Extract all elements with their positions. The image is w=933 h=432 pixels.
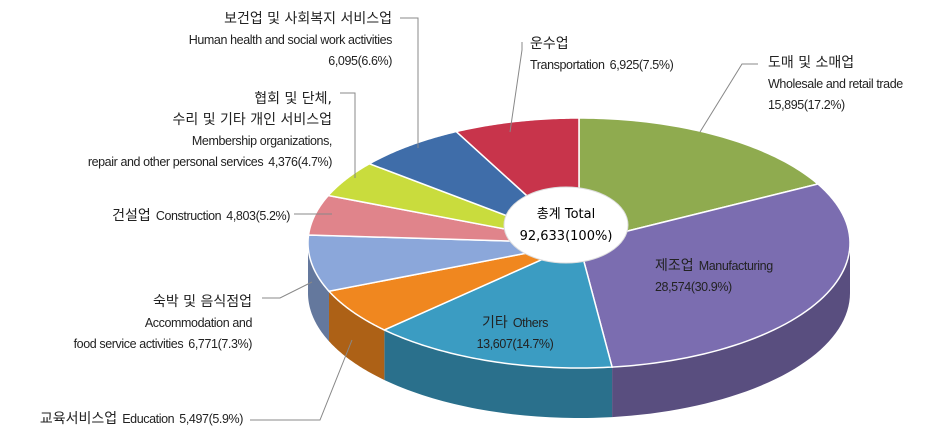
slice [578, 117, 820, 244]
leader-line [509, 42, 523, 133]
label-en: Education [122, 412, 175, 426]
total-value: 92,633(100%) [520, 229, 613, 244]
value-label: 6,095(6.6%) [328, 54, 392, 68]
label-en: Manufacturing [698, 259, 773, 273]
leader-line [699, 63, 758, 133]
slice-label: 도매 및 소매업 Wholesale and retail trade 15,895… [768, 52, 903, 115]
label-en: Wholesale and retail trade [768, 77, 903, 91]
value-label: 6,771(7.3%) [188, 337, 252, 351]
value-label: 15,895(17.2%) [768, 98, 845, 112]
label-ko: 기타 [482, 315, 508, 331]
slice [327, 242, 580, 331]
total-label: 총계 Total [537, 207, 595, 222]
total-badge [503, 186, 629, 264]
label-en: Accommodation and food service activitie… [73, 316, 253, 351]
slice [307, 234, 580, 293]
slice-label: 숙박 및 음식점업 Accommodation and food service … [73, 291, 253, 354]
label-ko: 운수업 [530, 36, 569, 52]
leader-line [340, 92, 356, 178]
value-label: 28,574(30.9%) [655, 280, 732, 294]
value-label: 4,803(5.2%) [226, 209, 290, 223]
slice-label: 건설업 Construction 4,803(5.2%) [112, 205, 290, 226]
leader-line [262, 281, 313, 299]
slice-side [328, 291, 385, 380]
label-ko: 건설업 [112, 208, 151, 224]
slice-label: 교육서비스업 Education 5,497(5.9%) [39, 408, 244, 429]
value-label: 4,376(4.7%) [268, 155, 332, 169]
label-en: Human health and social work activities [188, 33, 393, 47]
slice-side [384, 329, 613, 418]
label-en: Membership organizations, repair and oth… [87, 134, 333, 169]
leader-line [400, 17, 419, 148]
label-ko: 협회 및 단체, 수리 및 기타 개인 서비스업 [172, 91, 332, 128]
leader-line [250, 339, 353, 421]
label-ko: 도매 및 소매업 [768, 55, 855, 71]
slice-label: 운수업 Transportation 6,925(7.5%) [530, 33, 674, 75]
slice-label: 협회 및 단체, 수리 및 기타 개인 서비스업 Membership organ… [87, 88, 333, 172]
label-ko: 보건업 및 사회복지 서비스업 [224, 11, 392, 27]
value-label: 6,925(7.5%) [609, 58, 674, 72]
label-en: Others [512, 316, 549, 330]
slice-side [612, 243, 850, 418]
slice-label: 기타 Others 13,607(14.7%) [365, 312, 665, 354]
slice [578, 183, 851, 368]
slice-label: 보건업 및 사회복지 서비스업 Human health and social w… [188, 8, 393, 71]
label-en: Construction [155, 209, 222, 223]
label-ko: 숙박 및 음식점업 [152, 294, 252, 310]
label-ko: 교육서비스업 [39, 411, 118, 427]
label-en: Transportation [530, 58, 605, 72]
slice [382, 241, 614, 369]
slice-label: 제조업 Manufacturing 28,574(30.9%) [655, 255, 773, 297]
label-ko: 제조업 [655, 258, 694, 274]
value-label: 13,607(14.7%) [476, 337, 554, 351]
value-label: 5,497(5.9%) [179, 412, 243, 426]
